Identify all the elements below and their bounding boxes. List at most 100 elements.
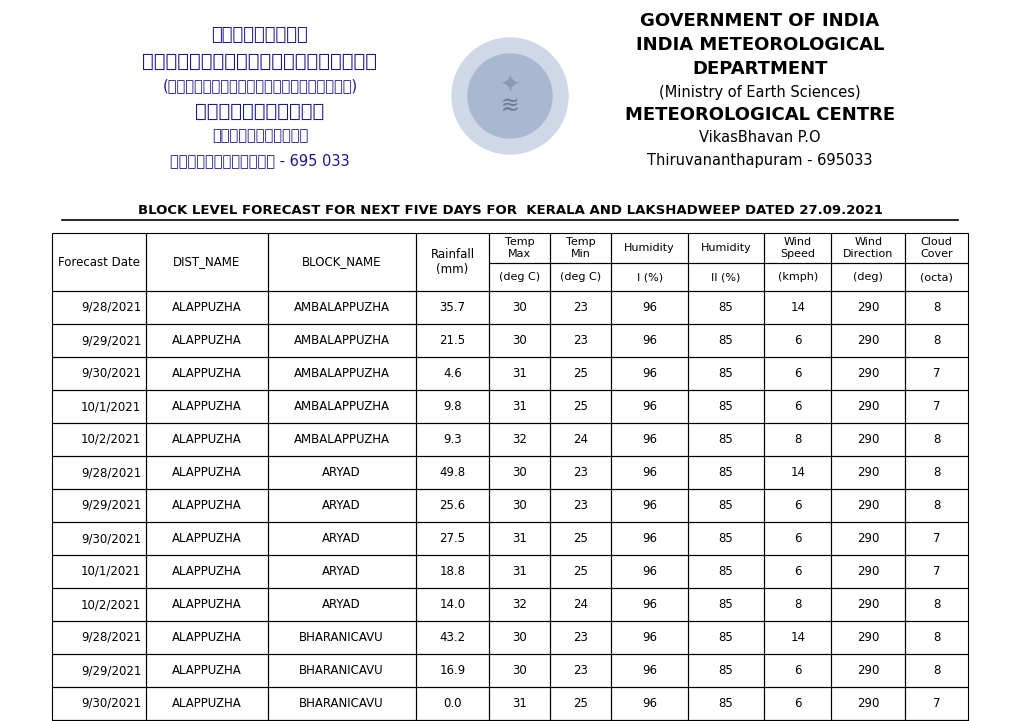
Text: 31: 31 (512, 532, 527, 545)
Text: ALAPPUZHA: ALAPPUZHA (172, 367, 242, 380)
Text: 9/29/2021: 9/29/2021 (81, 664, 142, 677)
Bar (416, 291, 489, 324)
Text: ALAPPUZHA: ALAPPUZHA (172, 334, 242, 347)
Bar (904, 423, 967, 456)
Bar (763, 522, 830, 555)
Bar (416, 687, 489, 720)
Text: BLOCK_NAME: BLOCK_NAME (302, 255, 381, 268)
Text: विकासभवनपीओ: विकासभवनपीओ (212, 128, 308, 143)
Text: (octa): (octa) (919, 272, 952, 282)
Text: 30: 30 (512, 301, 527, 314)
Text: 25: 25 (573, 697, 588, 710)
Bar (52, 390, 146, 423)
Bar (763, 423, 830, 456)
Text: 290: 290 (856, 565, 878, 578)
Bar (830, 456, 904, 489)
Bar (489, 233, 550, 263)
Bar (52, 720, 146, 721)
Text: ALAPPUZHA: ALAPPUZHA (172, 433, 242, 446)
Text: 96: 96 (642, 334, 656, 347)
Text: 30: 30 (512, 664, 527, 677)
Bar (830, 324, 904, 357)
Bar (830, 357, 904, 390)
Text: 96: 96 (642, 301, 656, 314)
Text: INDIA METEOROLOGICAL: INDIA METEOROLOGICAL (635, 36, 883, 54)
Text: 6: 6 (794, 367, 801, 380)
Text: DEPARTMENT: DEPARTMENT (692, 60, 827, 78)
Bar (763, 489, 830, 522)
Text: Thiruvananthapuram - 695033: Thiruvananthapuram - 695033 (647, 153, 872, 167)
Text: ALAPPUZHA: ALAPPUZHA (172, 631, 242, 644)
Text: 31: 31 (512, 400, 527, 413)
Bar (52, 456, 146, 489)
Text: 290: 290 (856, 532, 878, 545)
Text: 25: 25 (573, 400, 588, 413)
Text: 9/28/2021: 9/28/2021 (81, 301, 142, 314)
Text: ALAPPUZHA: ALAPPUZHA (172, 565, 242, 578)
Text: ✦: ✦ (499, 74, 520, 98)
Text: ALAPPUZHA: ALAPPUZHA (172, 664, 242, 677)
Bar (904, 720, 967, 721)
Text: 18.8: 18.8 (439, 565, 465, 578)
Text: 6: 6 (794, 334, 801, 347)
Bar (550, 324, 610, 357)
Text: 14: 14 (790, 466, 805, 479)
Text: 31: 31 (512, 367, 527, 380)
Bar (52, 588, 146, 621)
Bar (687, 390, 763, 423)
Text: 30: 30 (512, 466, 527, 479)
Text: 31: 31 (512, 697, 527, 710)
Text: 8: 8 (932, 598, 940, 611)
Text: मौसमकेन्द्र: मौसमकेन्द्र (196, 102, 324, 120)
Text: 8: 8 (794, 433, 801, 446)
Bar (610, 522, 687, 555)
Bar (610, 291, 687, 324)
Text: 10/2/2021: 10/2/2021 (81, 598, 142, 611)
Text: 16.9: 16.9 (439, 664, 466, 677)
Bar (267, 720, 416, 721)
Text: 290: 290 (856, 499, 878, 512)
Bar (416, 588, 489, 621)
Text: I (%): I (%) (636, 272, 662, 282)
Text: 6: 6 (794, 499, 801, 512)
Text: 10/1/2021: 10/1/2021 (81, 565, 142, 578)
Bar (763, 621, 830, 654)
Text: AMBALAPPUZHA: AMBALAPPUZHA (293, 400, 389, 413)
Bar (830, 522, 904, 555)
Text: Forecast Date: Forecast Date (58, 255, 140, 268)
Bar (830, 588, 904, 621)
Bar (267, 588, 416, 621)
Bar (687, 263, 763, 291)
Bar (267, 233, 416, 291)
Text: 7: 7 (932, 565, 940, 578)
Text: 290: 290 (856, 301, 878, 314)
Bar (830, 291, 904, 324)
Text: (deg C): (deg C) (559, 272, 601, 282)
Text: 6: 6 (794, 532, 801, 545)
Text: (kmph): (kmph) (776, 272, 817, 282)
Bar (489, 720, 550, 721)
Text: ALAPPUZHA: ALAPPUZHA (172, 466, 242, 479)
Bar (550, 555, 610, 588)
Bar (52, 555, 146, 588)
Bar (763, 687, 830, 720)
Bar (52, 654, 146, 687)
Text: तिरुवनंतपुरम - 695 033: तिरुवनंतपुरम - 695 033 (170, 154, 350, 169)
Text: 10/1/2021: 10/1/2021 (81, 400, 142, 413)
Bar (550, 357, 610, 390)
Bar (610, 324, 687, 357)
Bar (489, 423, 550, 456)
Bar (687, 555, 763, 588)
Bar (416, 621, 489, 654)
Text: 96: 96 (642, 433, 656, 446)
Bar (550, 233, 610, 263)
Bar (687, 357, 763, 390)
Bar (830, 263, 904, 291)
Text: 7: 7 (932, 697, 940, 710)
Bar (904, 456, 967, 489)
Text: ARYAD: ARYAD (322, 466, 361, 479)
Bar (146, 621, 267, 654)
Bar (904, 654, 967, 687)
Bar (416, 423, 489, 456)
Text: 9/29/2021: 9/29/2021 (81, 334, 142, 347)
